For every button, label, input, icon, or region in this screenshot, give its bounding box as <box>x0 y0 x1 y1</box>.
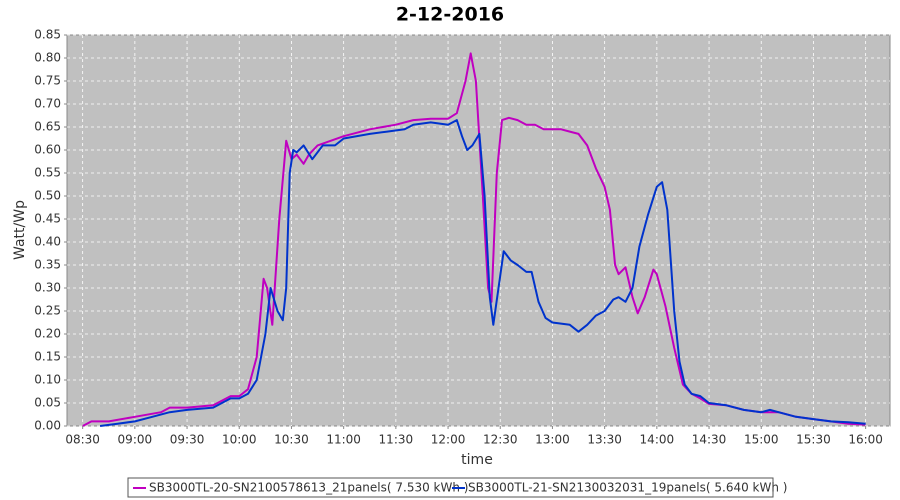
y-tick-label: 0.85 <box>34 28 61 42</box>
y-tick-label: 0.10 <box>34 373 61 387</box>
y-tick-label: 0.05 <box>34 396 61 410</box>
x-tick-label: 10:30 <box>274 433 309 447</box>
legend-box <box>127 477 774 498</box>
x-tick-label: 14:30 <box>692 433 727 447</box>
y-tick-label: 0.25 <box>34 304 61 318</box>
x-tick-label: 15:30 <box>796 433 831 447</box>
y-tick-label: 0.65 <box>34 120 61 134</box>
y-tick-label: 0.55 <box>34 166 61 180</box>
x-tick-label: 13:30 <box>587 433 622 447</box>
y-tick-label: 0.80 <box>34 51 61 65</box>
y-tick-label: 0.30 <box>34 281 61 295</box>
series-line <box>99 119 866 427</box>
x-tick-label: 12:30 <box>483 433 518 447</box>
y-tick-label: 0.50 <box>34 189 61 203</box>
x-tick-label: 09:30 <box>170 433 205 447</box>
y-tick-label: 0.20 <box>34 327 61 341</box>
y-tick-label: 0.75 <box>34 74 61 88</box>
x-tick-label: 12:00 <box>431 433 466 447</box>
y-tick-label: 0.40 <box>34 235 61 249</box>
x-tick-label: 10:00 <box>222 433 257 447</box>
x-tick-label: 13:00 <box>535 433 570 447</box>
x-tick-label: 11:30 <box>379 433 414 447</box>
y-tick-label: 0.15 <box>34 350 61 364</box>
x-tick-label: 14:00 <box>640 433 675 447</box>
x-tick-label: 16:00 <box>848 433 883 447</box>
legend-label: SB3000TL-20-SN2100578613_21panels( 7.530… <box>149 481 468 495</box>
x-tick-label: 15:00 <box>744 433 779 447</box>
y-tick-label: 0.60 <box>34 143 61 157</box>
x-tick-label: 08:30 <box>65 433 100 447</box>
y-axis-label: Watt/Wp <box>12 200 28 260</box>
y-tick-label: 0.00 <box>34 419 61 433</box>
x-axis-label: time <box>461 452 493 468</box>
plot-area <box>66 34 891 427</box>
y-tick-label: 0.70 <box>34 97 61 111</box>
y-tick-label: 0.45 <box>34 212 61 226</box>
series-line <box>82 52 866 427</box>
legend-label: SB3000TL-21-SN2130032031_19panels( 5.640… <box>468 481 787 495</box>
chart-title: 2-12-2016 <box>396 4 504 26</box>
x-tick-label: 11:00 <box>326 433 361 447</box>
x-tick-label: 09:00 <box>118 433 153 447</box>
y-tick-label: 0.35 <box>34 258 61 272</box>
